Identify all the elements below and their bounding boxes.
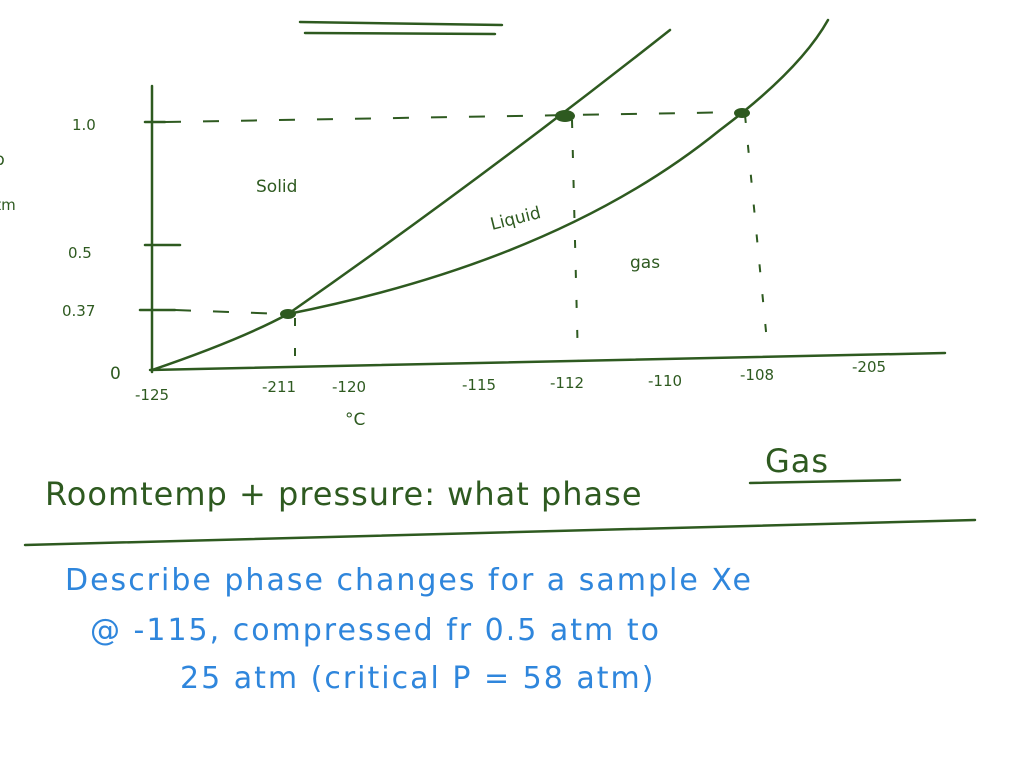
x-label: -112 [550, 374, 584, 392]
solid-liquid-curve [150, 28, 672, 372]
x-label: -125 [135, 386, 169, 404]
side-label: atm [0, 196, 16, 214]
region-label: Solid [256, 177, 297, 197]
y-ticks [138, 120, 182, 312]
x-label: -120 [332, 378, 366, 396]
guide-1atm [164, 111, 746, 123]
y-label: 0.5 [68, 244, 92, 262]
y-label: 0 [110, 364, 121, 384]
x-unit: °C [345, 410, 365, 430]
melting-point [555, 110, 575, 122]
divider [23, 518, 977, 547]
x-label: -110 [648, 372, 682, 390]
problem-line: Describe phase changes for a sample Xe [65, 563, 753, 598]
y-label: 0.37 [62, 302, 95, 320]
x-label: -115 [462, 376, 496, 394]
side-label: p [0, 150, 5, 170]
triple-point [280, 309, 296, 319]
x-label: -211 [262, 378, 296, 396]
x-label: -205 [852, 358, 886, 376]
points [280, 108, 750, 319]
liquid-gas-curve [286, 18, 830, 316]
problem-line: 25 atm (critical P = 58 atm) [180, 661, 655, 696]
y-label: 1.0 [72, 116, 96, 134]
region-label: gas [630, 253, 660, 273]
x-axis [148, 351, 947, 372]
problem-line: @ -115, compressed fr 0.5 atm to [90, 613, 661, 648]
title-underline [298, 20, 504, 36]
guide-triple [174, 309, 286, 315]
question: Roomtemp + pressure: what phase [45, 475, 643, 513]
x-label: -108 [740, 366, 774, 384]
region-label: Liquid [488, 203, 543, 235]
boiling-point [734, 108, 750, 118]
answer: Gas [765, 442, 829, 480]
answer-underline [748, 478, 902, 485]
guide-vertical [294, 114, 769, 372]
